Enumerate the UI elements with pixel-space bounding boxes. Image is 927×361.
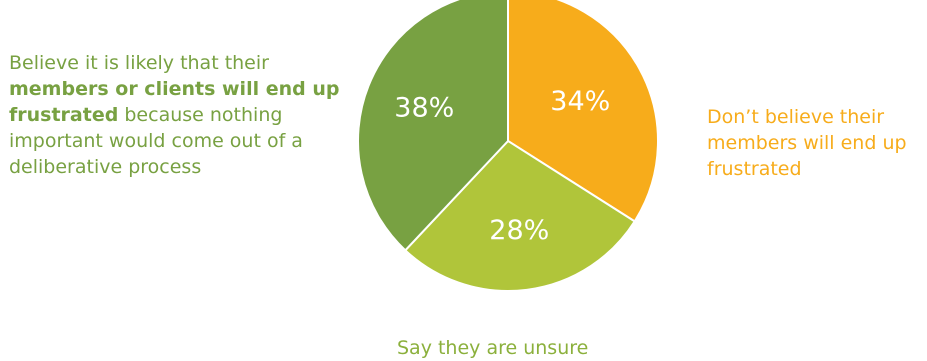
annotation-unsure: Say they are unsure xyxy=(397,337,589,359)
pie-slice-38 xyxy=(357,0,509,252)
pie-slice-28 xyxy=(403,139,637,292)
slice-label-28: 28% xyxy=(489,215,549,246)
slice-label-38: 38% xyxy=(394,92,454,123)
annotation-left-post: because nothing important would come out… xyxy=(9,104,303,178)
annotation-believe-frustrated: Believe it is likely that their members … xyxy=(9,50,344,180)
slice-label-34: 34% xyxy=(550,86,610,117)
annotation-dont-believe: Don’t believe their members will end up … xyxy=(707,106,907,180)
annotation-left-strong: members or clients will end up frustrate… xyxy=(9,78,340,126)
pie-slice-34 xyxy=(507,0,659,223)
annotation-left-pre: Believe it is likely that their xyxy=(9,52,269,74)
